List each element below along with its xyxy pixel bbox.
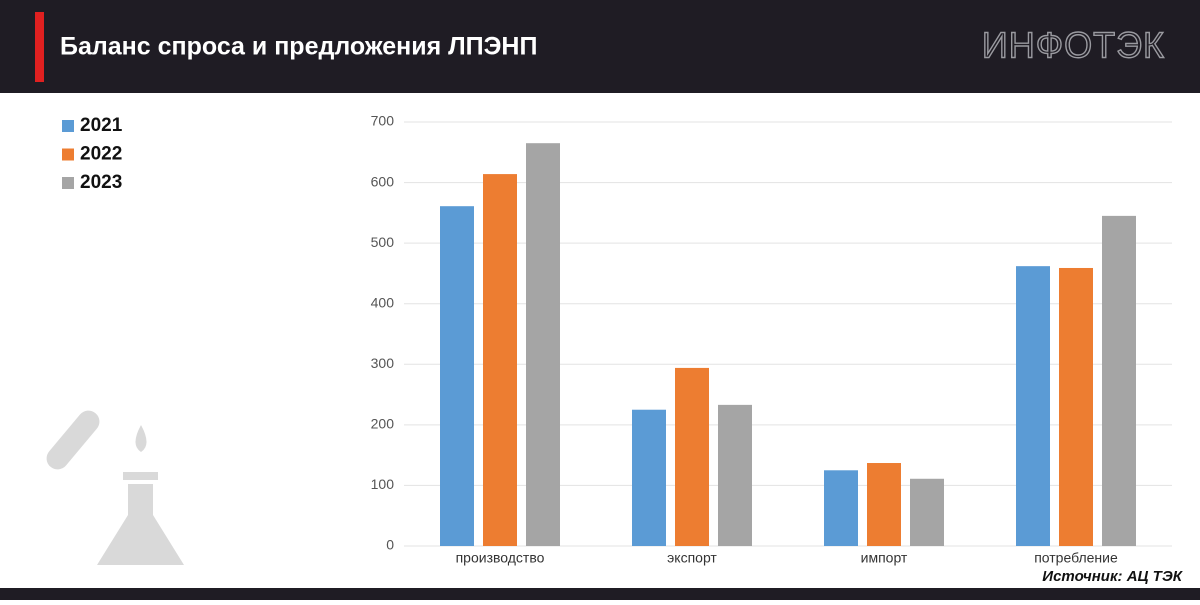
y-tick-label: 300: [371, 355, 395, 371]
y-tick-label: 700: [371, 113, 395, 129]
legend-label: 2021: [80, 115, 123, 136]
x-tick-label: потребление: [1034, 550, 1118, 566]
bar: [675, 367, 709, 546]
x-tick-label: экспорт: [667, 550, 717, 566]
bar: [910, 478, 944, 546]
y-tick-label: 500: [371, 234, 395, 250]
bar: [718, 404, 752, 546]
legend-swatch: [62, 177, 74, 189]
logo: ИНФОТЭК: [982, 25, 1165, 66]
y-tick-label: 100: [371, 476, 395, 492]
bar: [632, 409, 666, 546]
header-bar: [0, 0, 1200, 93]
y-tick-label: 400: [371, 294, 395, 310]
x-tick-label: импорт: [861, 550, 908, 566]
y-tick-label: 200: [371, 416, 395, 432]
bar: [824, 470, 858, 546]
bar: [440, 206, 474, 547]
bar: [1059, 267, 1093, 546]
x-tick-label: производство: [456, 550, 545, 566]
header-title: Баланс спроса и предложения ЛПЭНП: [60, 33, 537, 61]
source-note: Источник: АЦ ТЭК: [1042, 568, 1183, 585]
bar: [1016, 266, 1050, 546]
header-accent: [35, 12, 44, 82]
bar: [1102, 215, 1136, 546]
bar: [867, 463, 901, 546]
flask-icon: [46, 410, 184, 565]
y-tick-label: 600: [371, 173, 395, 189]
bar: [526, 143, 560, 546]
legend-label: 2022: [80, 144, 122, 165]
legend-label: 2023: [80, 172, 122, 193]
y-tick-label: 0: [386, 537, 394, 553]
footer-bar: [0, 588, 1200, 600]
bar: [483, 174, 517, 546]
legend-swatch: [62, 120, 74, 132]
legend-swatch: [62, 148, 74, 161]
